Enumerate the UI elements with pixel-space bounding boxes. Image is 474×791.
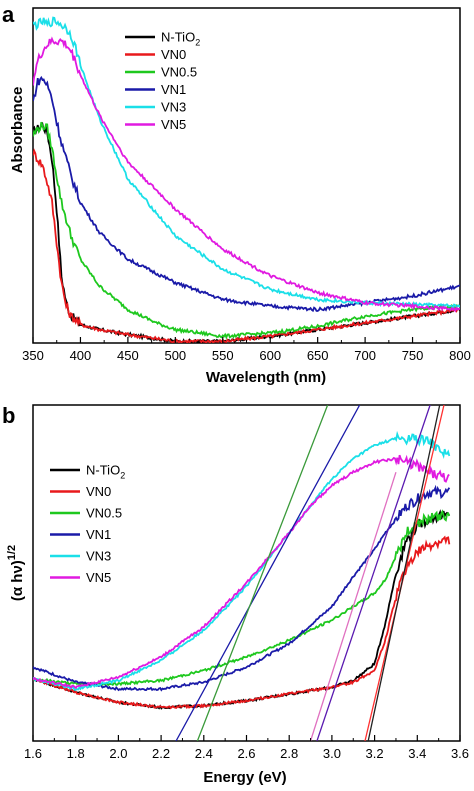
panel-b-x-axis-label: Energy (eV) — [203, 769, 286, 786]
x-tick-label: 2.8 — [280, 746, 298, 761]
x-tick-label: 2.4 — [195, 746, 213, 761]
panel-b-y-axis-label: (α hν)1/2 — [6, 545, 26, 601]
x-tick-label: 350 — [22, 348, 44, 363]
x-tick-label: 550 — [212, 348, 234, 363]
legend-label: VN5 — [86, 570, 111, 585]
panel-b-legend: N-TiO2 VN0 VN0.5 VN1 VN3 VN5 — [50, 463, 125, 585]
x-tick-label: 800 — [449, 348, 471, 363]
legend-label-text: N-TiO — [86, 463, 120, 478]
x-tick-label: 400 — [70, 348, 92, 363]
panel-b-y-axis-label-base: (α hν) — [9, 560, 26, 601]
legend-label-text: VN1 — [161, 82, 186, 97]
x-tick-label: 1.8 — [67, 746, 85, 761]
x-tick-label: 1.6 — [24, 746, 42, 761]
legend-label-text: VN5 — [86, 570, 111, 585]
legend-label-text: VN0.5 — [161, 65, 197, 80]
x-tick-label: 700 — [354, 348, 376, 363]
series-group — [33, 16, 460, 343]
series-line-vn5 — [33, 454, 450, 690]
tangent-line — [196, 405, 329, 741]
legend-label: VN3 — [86, 549, 111, 564]
panel-a-letter: a — [2, 2, 15, 27]
panel-b-chart: b (α hν)1/2 Energy (eV) 1.6 1.8 2.0 2.2 2.4 2… — [2, 403, 469, 786]
series-line-n-tio2 — [33, 121, 460, 343]
legend-label: VN1 — [161, 82, 186, 97]
series-line-vn0 — [33, 148, 460, 343]
legend-label-text: VN5 — [161, 117, 186, 132]
legend-label-text: VN3 — [86, 549, 111, 564]
panel-b-x-ticks: 1.6 1.8 2.0 2.2 2.4 2.6 2.8 3.0 3.2 3.4 3.6 — [24, 735, 469, 761]
legend-label: VN3 — [161, 100, 186, 115]
tangent-line — [367, 405, 441, 741]
plot-frame — [32, 7, 461, 344]
legend-label: VN0 — [161, 47, 186, 62]
series-line-vn1 — [33, 75, 460, 313]
panel-a-x-axis-label: Wavelength (nm) — [206, 369, 326, 386]
legend-label-text: VN3 — [161, 100, 186, 115]
x-tick-label: 2.2 — [152, 746, 170, 761]
legend-label-text: VN0 — [86, 484, 111, 499]
x-tick-label: 500 — [164, 348, 186, 363]
series-line-vn0-5 — [33, 509, 451, 687]
panel-b-plot-area — [32, 404, 461, 742]
legend-label: VN0 — [86, 484, 111, 499]
x-tick-label: 3.4 — [408, 746, 426, 761]
legend-label: N-TiO2 — [86, 463, 125, 481]
series-line-vn1 — [33, 484, 451, 692]
panel-a-x-ticks: 350 400 450 500 550 600 650 700 750 800 — [22, 337, 471, 363]
panel-a-plot-area — [32, 7, 461, 344]
x-tick-label: 3.0 — [323, 746, 341, 761]
legend-label-text: VN0.5 — [86, 506, 122, 521]
x-tick-label: 600 — [259, 348, 281, 363]
x-tick-label: 3.6 — [451, 746, 469, 761]
legend-label: N-TiO2 — [161, 30, 200, 48]
x-tick-label: 450 — [117, 348, 139, 363]
x-tick-label: 3.2 — [366, 746, 384, 761]
legend-label: VN0.5 — [86, 506, 122, 521]
x-tick-label: 750 — [402, 348, 424, 363]
legend-label-text: VN0 — [161, 47, 186, 62]
tangent-line — [316, 405, 431, 741]
legend-label-text: N-TiO — [161, 30, 195, 45]
legend-label: VN5 — [161, 117, 186, 132]
series-line-vn3 — [33, 430, 451, 691]
x-tick-label: 2.6 — [237, 746, 255, 761]
x-tick-label: 2.0 — [109, 746, 127, 761]
panel-b-y-axis-label-superscript: 1/2 — [6, 545, 18, 560]
legend-label-subscript: 2 — [120, 471, 125, 481]
panel-a-chart: a Absorbance Wavelength (nm) 350 400 450 50… — [2, 2, 471, 386]
series-line-vn5 — [33, 36, 460, 313]
series-line-vn0 — [33, 535, 451, 710]
series-line-vn0-5 — [33, 121, 460, 340]
tangent-line — [175, 405, 361, 741]
tangent-line — [309, 472, 397, 741]
legend-label: VN0.5 — [161, 65, 197, 80]
legend-label-text: VN1 — [86, 527, 111, 542]
series-line-vn3 — [33, 16, 460, 309]
x-tick-label: 650 — [307, 348, 329, 363]
legend-label-subscript: 2 — [195, 38, 200, 48]
panel-b-letter: b — [2, 403, 15, 428]
series-group — [33, 405, 451, 741]
legend-label: VN1 — [86, 527, 111, 542]
panel-a-y-axis-label: Absorbance — [9, 87, 26, 174]
